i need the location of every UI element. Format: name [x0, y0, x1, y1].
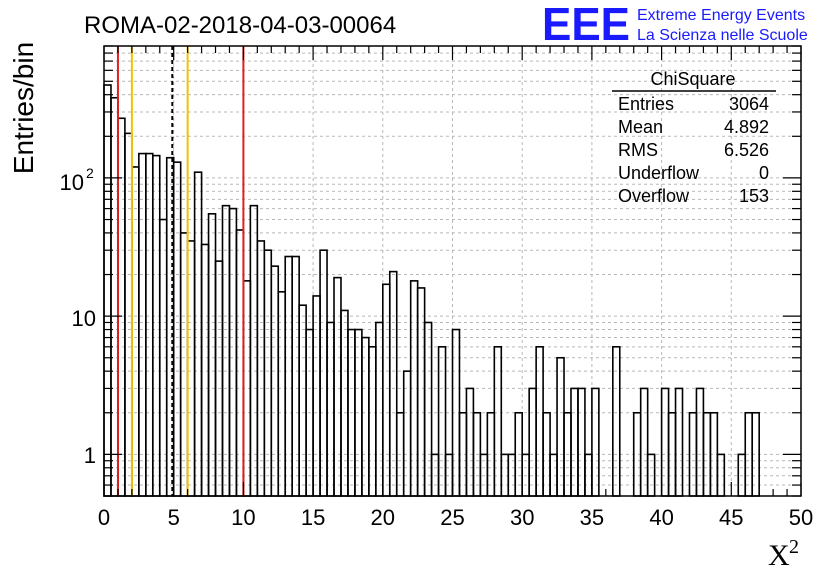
histogram-bin-4: [131, 166, 140, 497]
histogram-bin-24: [270, 265, 280, 497]
histogram-bin-26: [284, 255, 293, 497]
x-tick-label-25: 25: [440, 505, 464, 530]
histogram-bin-70: [591, 387, 600, 497]
stats-box: ChiSquare Entries 3064 Mean 4.892 RMS 6.…: [612, 69, 776, 206]
histogram-bin-3: [124, 132, 133, 497]
x-tick-label-30: 30: [510, 505, 534, 530]
histogram-bin-11: [179, 232, 189, 497]
histogram-bin-31: [319, 249, 328, 497]
histogram-bin-0: [103, 84, 112, 497]
y-tick-label-100-base: 10: [60, 170, 84, 195]
histogram-bin-23: [263, 249, 273, 497]
x-axis-label-superscript: 2: [789, 536, 799, 558]
axis-ticks: [103, 45, 802, 497]
histogram-bin-80: [660, 387, 670, 497]
stat-value-entries: 3064: [729, 94, 769, 114]
x-tick-label-10: 10: [231, 505, 255, 530]
y-tick-label-1: 1: [84, 443, 96, 468]
histogram-bin-32: [326, 321, 335, 497]
histogram-bin-85: [695, 387, 705, 497]
histogram-bin-77: [639, 387, 649, 497]
x-tick-label-0: 0: [98, 505, 110, 530]
histogram-bin-12: [186, 240, 196, 497]
histogram-bin-19: [235, 229, 245, 497]
eee-logo-text: EEE: [542, 0, 630, 50]
histogram-bin-18: [228, 207, 238, 497]
brand-line-2: La Scienza nelle Scuole: [637, 27, 808, 44]
brand-line-1: Extreme Energy Events: [637, 7, 805, 24]
x-axis-label: X 2: [768, 536, 799, 572]
histogram-bin-5: [138, 152, 147, 497]
histogram-bin-65: [556, 356, 565, 497]
stat-label-rms: RMS: [618, 140, 658, 160]
histogram-bin-17: [221, 204, 231, 497]
histogram-bin-1: [110, 96, 119, 497]
stat-label-overflow: Overflow: [618, 186, 690, 206]
histogram-bin-46: [423, 321, 433, 497]
x-tick-label-20: 20: [371, 505, 395, 530]
histogram-bin-21: [249, 204, 259, 497]
x-tick-labels: 0 5 10 15 20 25 30 35 40 45 50: [98, 505, 813, 530]
histogram-bin-68: [577, 387, 586, 497]
threshold-lines: [116, 46, 245, 496]
histogram-bin-39: [375, 321, 384, 497]
histogram-bin-82: [674, 387, 684, 497]
y-tick-label-100-exp: 2: [86, 165, 94, 181]
histogram-bin-14: [200, 243, 210, 497]
histogram-bin-48: [437, 346, 447, 497]
histogram-bin-6: [145, 152, 154, 497]
histogram-bin-41: [388, 270, 398, 497]
eee-logo: EEE Extreme Energy Events La Scienza nel…: [542, 0, 808, 50]
stat-label-entries: Entries: [618, 94, 674, 114]
histogram-bin-13: [193, 171, 203, 497]
histogram-bin-15: [207, 213, 217, 497]
x-tick-label-40: 40: [649, 505, 673, 530]
x-axis-label-base: X: [768, 539, 790, 572]
histogram-bin-52: [465, 387, 475, 497]
x-tick-label-5: 5: [168, 505, 180, 530]
histogram-bin-43: [402, 370, 412, 497]
stat-label-underflow: Underflow: [618, 163, 700, 183]
histogram-bin-38: [368, 346, 377, 497]
x-tick-label-35: 35: [580, 505, 604, 530]
histogram-bin-2: [117, 117, 126, 497]
stat-value-overflow: 153: [739, 186, 769, 206]
stats-box-title: ChiSquare: [650, 69, 735, 89]
histogram-bin-37: [361, 336, 370, 497]
histogram-bin-22: [256, 240, 266, 497]
histogram-bin-56: [493, 346, 503, 497]
stat-label-mean: Mean: [618, 117, 663, 137]
x-tick-label-15: 15: [301, 505, 325, 530]
histogram-bin-62: [535, 346, 544, 497]
histogram-bin-27: [291, 255, 300, 497]
y-axis-label: Entries/bin: [8, 42, 39, 174]
histogram-bin-45: [416, 287, 426, 497]
histogram-bin-61: [528, 387, 537, 497]
histogram-bin-30: [312, 295, 321, 497]
x-tick-label-45: 45: [719, 505, 743, 530]
chart-title: ROMA-02-2018-04-03-00064: [84, 12, 396, 39]
histogram-bin-7: [151, 154, 161, 497]
y-tick-labels: 1 10 10 2: [60, 165, 96, 468]
histogram-bin-73: [612, 346, 621, 497]
histogram-bin-33: [333, 276, 342, 497]
stat-value-rms: 6.526: [724, 140, 769, 160]
stat-value-underflow: 0: [759, 163, 769, 183]
x-tick-label-50: 50: [789, 505, 813, 530]
y-tick-label-10: 10: [72, 306, 96, 331]
histogram-bin-67: [570, 387, 579, 497]
stat-value-mean: 4.892: [724, 117, 769, 137]
